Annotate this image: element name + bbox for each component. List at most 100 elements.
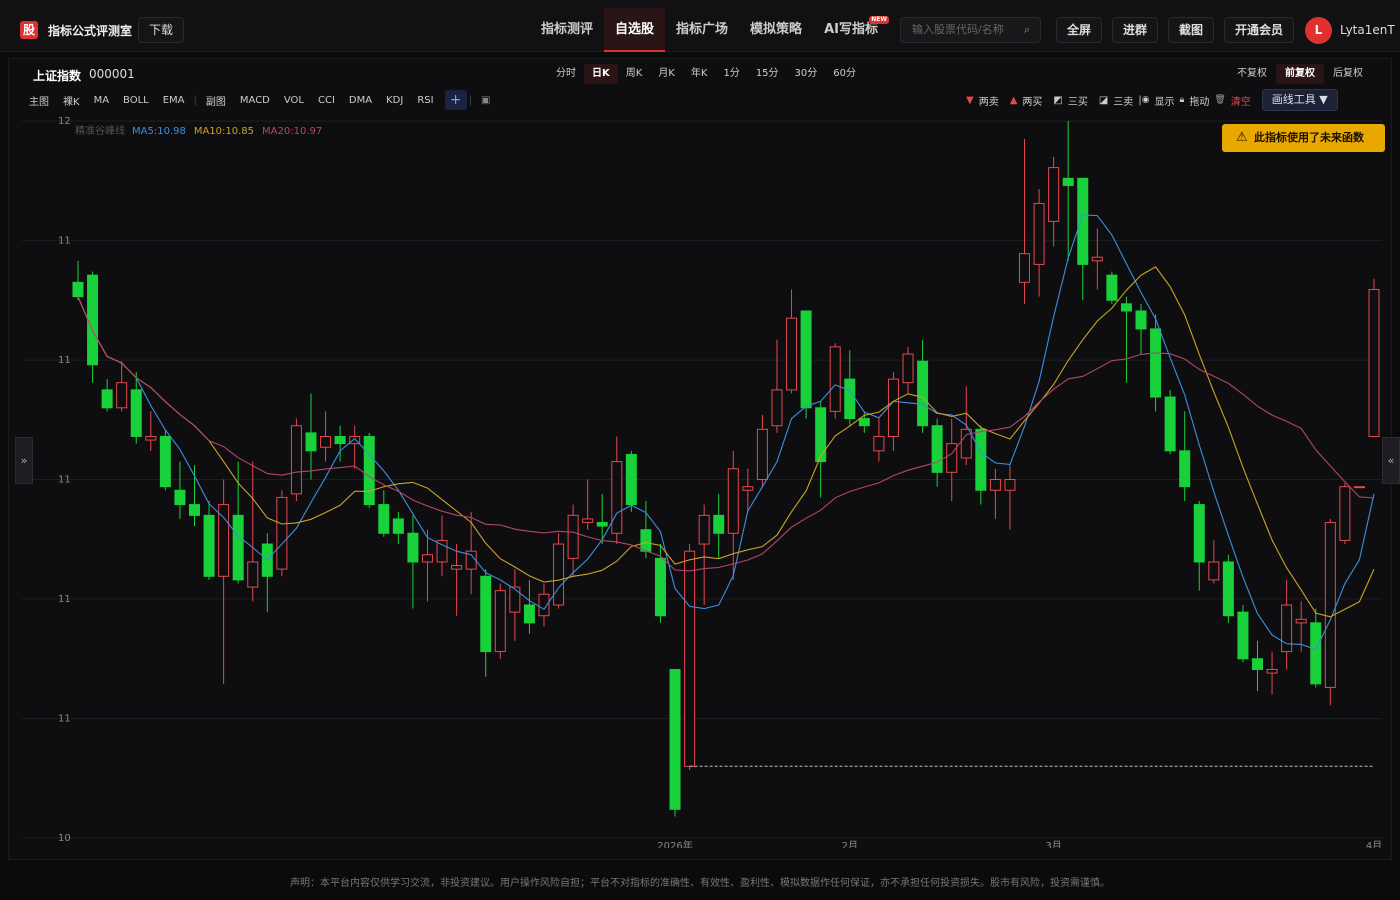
candle-body [1222,561,1234,617]
sub-indicator[interactable]: CCI [318,94,335,106]
period-tab[interactable]: 分时 [556,68,576,79]
sub-indicator[interactable]: MACD [239,94,270,106]
candle-body [1353,486,1365,489]
add-button[interactable]: + [444,90,467,110]
period-tab[interactable]: 60分 [833,68,857,79]
period-tab[interactable]: 月K [658,68,675,79]
main-indicator[interactable]: 主图 [29,96,49,108]
candle-body [320,435,332,448]
candle-body [1339,486,1351,541]
candle-body [1033,202,1045,265]
save-icon[interactable]: ▣ [480,94,491,106]
top-button[interactable]: 截图 [1168,17,1215,43]
period-tab[interactable]: 日K [584,64,618,84]
stock-name: 上证指数 [33,69,82,83]
period-tab[interactable]: 30分 [794,68,818,79]
nav-item[interactable]: AI写指标 NEW [824,16,889,37]
nav-item[interactable]: 自选股 [604,8,666,52]
periods: 分时 日K 周K 月K 年K 1分 15分 30分 60分 [548,64,864,84]
sub-indicator[interactable]: DMA [348,94,373,106]
draw-tools-button[interactable]: 画线工具 ▼ [1261,89,1338,111]
site-name[interactable]: 指标公式评测室 [48,24,133,38]
ma-line [77,214,1375,651]
period-tab[interactable]: 1分 [723,68,740,79]
candle-body [363,435,375,506]
period-tab[interactable]: 15分 [755,68,779,79]
candle-body [582,518,594,524]
nav-item[interactable]: 指标广场 [676,22,729,37]
legend-entry: MA10:10.85 [194,126,254,137]
sub-indicator[interactable]: KDJ [386,94,404,106]
avatar[interactable]: L [1305,17,1332,44]
nav-badge: NEW [869,16,889,24]
candle-body [145,435,157,441]
tool-button[interactable]: 显示 [1154,96,1175,108]
adjust-tab[interactable]: 不复权 [1237,68,1267,79]
candle-body [276,496,288,570]
candle-body [887,378,899,437]
period-tab[interactable]: 年K [690,68,708,79]
top-button[interactable]: 进群 [1112,17,1159,43]
candle-body [392,518,404,534]
nav-item[interactable]: 指标测评 [541,22,594,37]
candle-body [1324,522,1336,688]
sub-indicator[interactable]: VOL [283,94,304,106]
candle-body [567,514,579,559]
y-tick-label: 11 [58,235,71,246]
candle-body [305,432,317,452]
main-indicator[interactable]: BOLL [123,94,149,106]
candle-body [1193,504,1205,563]
sub-indicator[interactable]: RSI [417,94,434,106]
candle-body [232,514,244,581]
candle-body [349,435,361,445]
collapse-left[interactable]: » [15,437,33,484]
indicator-name: 精准谷峰线 [75,124,125,137]
candle-body [1106,274,1118,301]
search-box[interactable]: 输入股票代码/名称 ⌕ [900,17,1041,43]
ma-line [77,266,1375,618]
tool-button[interactable]: 清空 [1230,96,1251,108]
main-indicator[interactable]: MA [93,94,110,106]
signal-button[interactable]: 两卖 [978,96,999,108]
main-indicator[interactable]: EMA [162,94,185,106]
candle-body [931,425,943,473]
tool-button[interactable]: 拖动 [1189,96,1210,108]
candle-body [407,532,419,563]
candle-body [334,435,346,445]
candle-body [1004,479,1016,491]
adjust-tab[interactable]: 前复权 [1276,64,1324,84]
top-button[interactable]: 全屏 [1056,17,1103,43]
download-button[interactable]: 下载 [138,17,185,43]
sub-indicator[interactable]: 副图 [205,96,226,108]
y-tick-label: 11 [58,594,71,605]
signal-button[interactable]: 三买 [1067,96,1088,108]
candle-body [1179,450,1191,488]
collapse-right[interactable]: « [1382,437,1400,484]
candle-body [756,428,768,480]
search-icon: ⌕ [1023,23,1030,36]
candle-body [1048,167,1060,222]
candle-body [1368,288,1380,437]
period-tab[interactable]: 周K [625,68,643,79]
candle-body [669,669,681,810]
logo[interactable]: 股 [20,21,38,39]
candle-body [654,557,666,617]
top-buttons: 全屏 进群 截图 开通会员 [1056,17,1295,43]
main-indicator[interactable]: 裸K [63,96,80,108]
stock-code: 000001 [89,67,135,81]
adjust-tab[interactable]: 后复权 [1333,68,1363,79]
candle-body [538,593,550,617]
candle-body [1252,658,1264,671]
nav-item[interactable]: 模拟策略 [750,22,803,37]
username[interactable]: Lyta1enT [1340,23,1395,37]
warning[interactable]: 此指标使用了未来函数 [1222,124,1385,152]
candle-body [1310,622,1322,685]
candle-body [101,389,113,409]
legend-entry: MA20:10.97 [262,126,322,137]
candle-body [946,443,958,473]
candle-body [815,407,827,463]
signal-button[interactable]: 三卖 [1113,96,1134,108]
signal-button[interactable]: 两买 [1022,96,1043,108]
top-button[interactable]: 开通会员 [1224,17,1295,43]
